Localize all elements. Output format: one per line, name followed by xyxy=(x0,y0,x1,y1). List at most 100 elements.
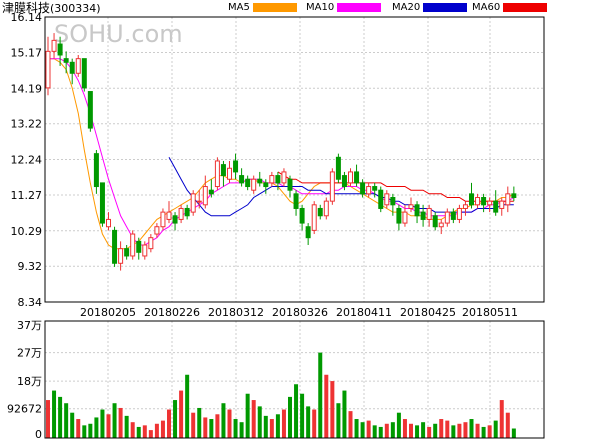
volume-bar xyxy=(390,422,395,438)
candle-body xyxy=(432,215,438,228)
volume-bar xyxy=(421,422,426,438)
legend-swatch xyxy=(337,3,382,12)
legend-swatch xyxy=(423,3,468,12)
volume-bar xyxy=(402,419,407,438)
moving-average-lines xyxy=(48,58,515,250)
volume-tick-label: 0 xyxy=(35,428,42,440)
chart-grid xyxy=(45,17,544,438)
volume-bar xyxy=(288,396,292,438)
candle-body xyxy=(184,207,190,217)
legend-ma60: MA60 xyxy=(472,2,548,14)
candle-body xyxy=(136,240,142,253)
candle-body xyxy=(281,171,287,184)
volume-bar xyxy=(118,407,123,438)
volume-bar xyxy=(312,409,317,438)
candle-body xyxy=(293,193,299,209)
candle-body xyxy=(317,207,323,217)
legend-label: MA60 xyxy=(472,2,501,13)
volume-bar xyxy=(100,409,105,438)
chart-frame xyxy=(44,16,545,439)
candle-body xyxy=(354,171,360,184)
candle-body xyxy=(75,58,81,74)
ma-line-ma20 xyxy=(168,157,514,217)
volume-bar xyxy=(179,390,184,438)
volume-bar xyxy=(203,417,208,438)
volume-bar xyxy=(396,412,401,438)
date-tick-label: 20180312 xyxy=(208,306,264,319)
candle-body xyxy=(202,186,208,206)
candle-body xyxy=(475,197,481,206)
candle-body xyxy=(87,91,93,129)
volume-bar xyxy=(433,423,438,438)
candle-body xyxy=(390,197,396,206)
candle-body xyxy=(233,160,239,173)
candle-body xyxy=(263,182,269,188)
volume-bar xyxy=(372,425,377,438)
candle-body xyxy=(227,167,232,180)
volume-bar xyxy=(154,423,159,438)
legend-label: MA20 xyxy=(392,2,421,13)
date-axis: 20180205 20180226 20180312 20180326 20180411… xyxy=(80,306,518,319)
candle-body xyxy=(493,200,499,213)
volume-tick-label: 18万 xyxy=(17,375,42,388)
volume-bar xyxy=(148,430,153,438)
volume-bar xyxy=(306,406,311,438)
volume-bar xyxy=(463,422,468,438)
candle-body xyxy=(166,211,172,220)
candle-body xyxy=(311,204,317,231)
volume-bar xyxy=(342,390,347,438)
candle-body xyxy=(57,43,63,56)
volume-bar xyxy=(300,393,305,438)
candle-body xyxy=(511,193,517,199)
volume-bar xyxy=(263,415,268,438)
volume-bar xyxy=(360,422,365,438)
volume-bar xyxy=(366,420,371,438)
price-axis: 16.14 15.17 14.19 13.22 12.24 11.27 10.29 9.32 8… xyxy=(11,11,43,309)
candle-body xyxy=(208,189,214,195)
volume-bar xyxy=(378,426,383,438)
candle-body xyxy=(196,200,202,203)
volume-bar xyxy=(269,419,274,438)
candle-body xyxy=(378,189,384,209)
candle-body xyxy=(341,175,347,188)
candle-body xyxy=(323,200,329,217)
volume-bar xyxy=(160,420,165,438)
volume-bar xyxy=(94,417,99,438)
volume-bar xyxy=(475,423,480,438)
candle-body xyxy=(462,204,468,209)
volume-bar xyxy=(493,420,498,438)
volume-bar xyxy=(142,425,147,438)
candle-body xyxy=(106,218,111,228)
candle-body xyxy=(360,182,366,195)
candle-body xyxy=(348,171,353,184)
volume-bar xyxy=(46,400,50,438)
volume-bar xyxy=(112,403,117,438)
candle-body xyxy=(63,58,69,63)
volume-bar xyxy=(197,407,202,438)
candle-body xyxy=(402,211,408,224)
chart-header: 津膜科技(300334) MA5 MA10 MA20 MA60 xyxy=(0,0,600,17)
candle-body xyxy=(93,153,99,188)
volume-bar xyxy=(439,419,444,438)
volume-bar xyxy=(354,419,359,438)
volume-bar xyxy=(82,425,87,438)
price-tick-label: 8.34 xyxy=(18,296,43,309)
date-tick-label: 20180326 xyxy=(272,306,328,319)
candle-body xyxy=(69,61,75,74)
candle-body xyxy=(287,178,293,191)
volume-bar xyxy=(281,409,286,438)
volume-bar xyxy=(251,400,256,438)
candle-body xyxy=(269,175,275,184)
candle-body xyxy=(81,58,87,89)
candle-body xyxy=(444,211,450,224)
candle-body xyxy=(505,193,511,206)
volume-bar xyxy=(415,425,420,438)
legend-swatch xyxy=(503,3,548,12)
candle-body xyxy=(154,226,160,235)
volume-bar xyxy=(324,374,329,438)
volume-bar xyxy=(275,414,280,438)
volume-tick-label: 37万 xyxy=(17,319,42,332)
volume-bar xyxy=(257,406,262,438)
volume-bar xyxy=(427,426,432,438)
